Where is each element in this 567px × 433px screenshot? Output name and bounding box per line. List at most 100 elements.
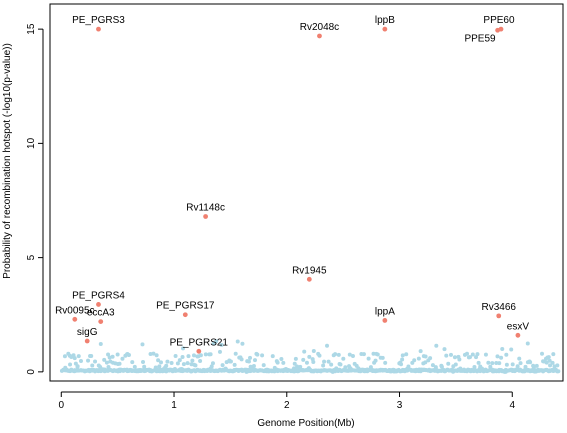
data-point <box>380 355 385 360</box>
data-point <box>130 360 135 365</box>
data-point <box>534 363 539 368</box>
data-point <box>499 355 504 360</box>
data-point <box>518 361 523 366</box>
data-point <box>400 357 405 362</box>
data-point <box>301 357 306 362</box>
y-tick-label: 5 <box>26 254 37 260</box>
data-point <box>169 360 174 365</box>
data-point <box>452 355 457 360</box>
data-point <box>156 358 161 363</box>
data-point <box>151 351 156 356</box>
data-point <box>515 364 520 369</box>
data-point <box>329 362 334 367</box>
data-point <box>551 352 556 357</box>
data-point <box>142 364 147 369</box>
data-point <box>293 356 298 361</box>
data-point <box>154 353 159 358</box>
data-point <box>75 364 80 369</box>
data-point <box>235 339 240 344</box>
y-axis: 0 5 10 15 <box>26 23 44 375</box>
data-point <box>173 354 178 359</box>
data-point <box>209 364 214 369</box>
data-point <box>547 358 552 363</box>
data-point <box>175 361 180 366</box>
data-point <box>220 363 225 368</box>
data-point <box>470 352 475 357</box>
data-point <box>531 365 536 370</box>
highlighted-point <box>317 33 322 39</box>
data-point <box>540 351 545 356</box>
data-point <box>208 352 213 357</box>
data-point <box>317 353 322 358</box>
data-point <box>239 357 244 362</box>
data-point <box>246 359 251 364</box>
gene-label: PPE59 <box>464 33 496 44</box>
data-point <box>164 363 169 368</box>
highlighted-point <box>382 318 388 323</box>
data-point <box>251 364 256 369</box>
data-point <box>490 361 495 366</box>
data-point <box>228 359 233 364</box>
data-point <box>302 349 307 354</box>
data-point <box>180 346 185 351</box>
gene-label: eccA3 <box>87 308 115 319</box>
data-point <box>240 341 245 346</box>
data-point <box>260 353 265 358</box>
data-point <box>544 360 549 365</box>
highlighted-point <box>182 312 188 318</box>
gene-label: lppA <box>375 306 395 317</box>
data-point <box>517 356 522 361</box>
data-point <box>86 358 91 363</box>
data-point <box>488 364 493 369</box>
data-point <box>307 354 312 359</box>
data-point <box>550 360 555 365</box>
data-point <box>311 348 316 353</box>
data-point <box>528 360 533 365</box>
data-point <box>252 358 257 363</box>
highlighted-point <box>495 27 501 33</box>
data-point <box>423 354 428 359</box>
y-axis-title: Probability of recombination hotspot (-l… <box>2 43 13 279</box>
data-point <box>399 362 404 367</box>
data-point <box>475 352 480 357</box>
data-point <box>186 354 191 359</box>
data-point <box>350 353 355 358</box>
y-tick-label: 10 <box>26 137 37 149</box>
data-point <box>439 364 444 369</box>
data-point <box>497 361 502 366</box>
data-point <box>361 352 366 357</box>
data-point <box>321 363 326 368</box>
y-tick-label: 15 <box>26 23 37 35</box>
data-point <box>465 351 470 356</box>
data-point <box>165 359 170 364</box>
data-point <box>423 360 428 365</box>
x-tick-label: 0 <box>58 400 64 411</box>
data-point <box>198 353 203 358</box>
data-point <box>304 360 309 365</box>
data-point <box>298 364 303 369</box>
data-point <box>446 361 451 366</box>
data-point <box>281 360 286 365</box>
data-point <box>325 343 330 348</box>
data-point <box>148 352 153 357</box>
data-point <box>270 354 275 359</box>
data-point <box>62 354 67 359</box>
data-point <box>106 352 111 357</box>
data-point <box>181 362 186 367</box>
data-point <box>93 359 98 364</box>
data-point <box>347 352 352 357</box>
data-point <box>428 356 433 361</box>
data-point <box>448 352 453 357</box>
gene-label: lppB <box>375 15 395 26</box>
data-point <box>177 358 182 363</box>
data-point <box>190 358 195 363</box>
data-point <box>120 356 125 361</box>
data-point <box>140 342 145 347</box>
y-tick-label: 0 <box>26 369 37 375</box>
data-point <box>115 352 120 357</box>
data-point <box>233 351 238 356</box>
data-point <box>248 355 253 360</box>
highlighted-point <box>98 319 104 324</box>
gene-label: Rv3466 <box>481 302 516 313</box>
data-point <box>404 352 409 357</box>
